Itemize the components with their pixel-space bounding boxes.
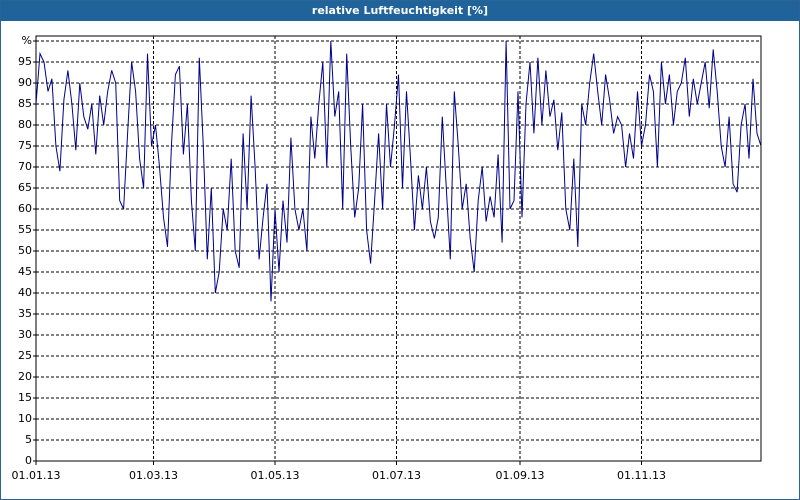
- y-tick-label: 0: [25, 454, 32, 467]
- y-tick-label: 65: [18, 181, 32, 194]
- chart: 0 5 10 15 20 25 30 35 40 45 50 55 60 65 70 75 80 85 90 95% 0…: [12, 34, 762, 482]
- y-tick-label: 45: [18, 265, 32, 278]
- y-tick-label: 75: [18, 139, 32, 152]
- y-tick-label: 90: [18, 76, 32, 89]
- x-tick-label: 01.11.13: [617, 469, 666, 482]
- humidity-line: [35, 40, 762, 302]
- y-tick-label: 80: [18, 118, 32, 131]
- y-tick-label: 55: [18, 223, 32, 236]
- y-tick-label: 60: [18, 202, 32, 215]
- y-tick-label: 30: [18, 328, 32, 341]
- y-tick-label: 25: [18, 349, 32, 362]
- y-tick-label: 95: [18, 55, 32, 68]
- plot-area: [35, 35, 762, 462]
- y-tick-label: 50: [18, 244, 32, 257]
- y-tick-label: 5: [25, 433, 32, 446]
- y-tick-label: 15: [18, 391, 32, 404]
- y-tick-label: 85: [18, 97, 32, 110]
- x-tick-label: 01.03.13: [129, 469, 178, 482]
- x-tick-label: 01.07.13: [372, 469, 421, 482]
- y-tick-label: 10: [18, 412, 32, 425]
- title-bar: relative Luftfeuchtigkeit [%]: [1, 1, 799, 21]
- y-tick-label: 70: [18, 160, 32, 173]
- x-tick-label: 01.05.13: [251, 469, 300, 482]
- y-tick-label: 20: [18, 370, 32, 383]
- y-tick-label: %: [22, 34, 32, 47]
- x-tick-label: 01.01.13: [12, 469, 61, 482]
- x-tick-label: 01.09.13: [496, 469, 545, 482]
- y-tick-label: 40: [18, 286, 32, 299]
- y-tick-label: 35: [18, 307, 32, 320]
